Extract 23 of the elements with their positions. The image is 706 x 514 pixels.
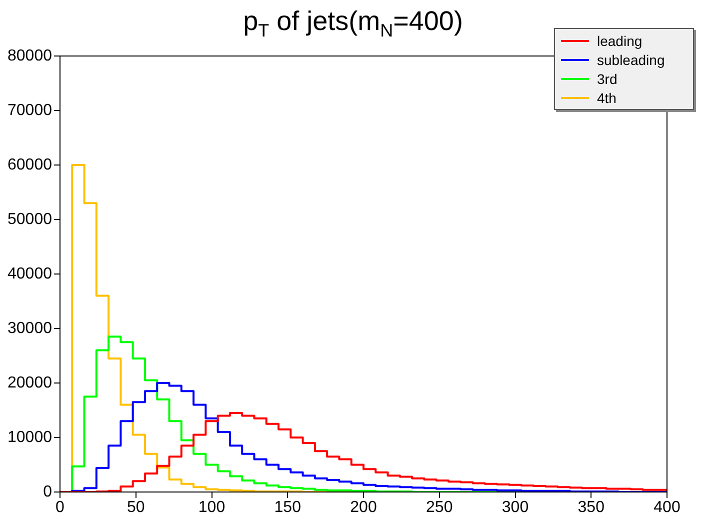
legend-label: subleading (597, 52, 665, 68)
x-tick-label: 400 (654, 499, 680, 514)
x-tick-label: 300 (502, 499, 529, 514)
x-tick-label: 350 (578, 499, 605, 514)
y-tick-label: 80000 (8, 47, 52, 64)
chart-title: p$_{T}$ of jets(m$_{N}$=400) (243, 6, 463, 40)
y-tick-label: 60000 (8, 156, 52, 174)
legend-label: leading (597, 32, 642, 48)
legend-label: 3rd (597, 70, 618, 86)
x-tick-label: 150 (274, 499, 302, 514)
x-tick-label: 50 (126, 499, 145, 514)
y-tick-label: 10000 (8, 428, 52, 446)
y-tick-label: 50000 (8, 210, 52, 228)
x-tick-label: 0 (56, 499, 65, 514)
x-tick-label: 200 (350, 499, 377, 514)
legend-label: 4th (597, 90, 616, 106)
y-tick-label: 70000 (8, 102, 52, 119)
x-tick-label: 250 (426, 499, 453, 514)
y-tick-label: 40000 (8, 265, 52, 282)
y-tick-label: 30000 (8, 320, 52, 337)
x-tick-label: 100 (198, 499, 226, 514)
y-tick-label: 0 (43, 483, 52, 500)
y-tick-label: 20000 (8, 374, 52, 392)
